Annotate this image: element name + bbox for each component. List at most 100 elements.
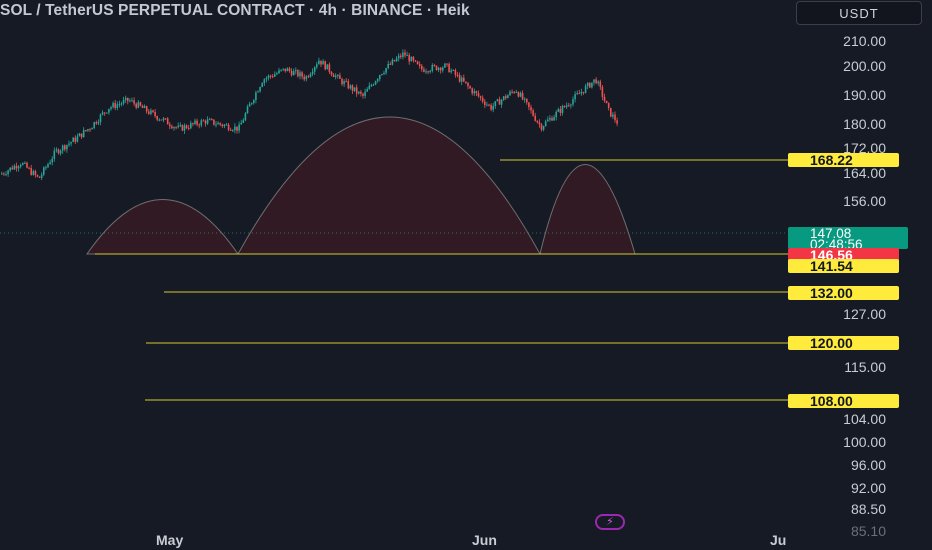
candle-body [452,69,455,71]
candle-body [131,100,133,102]
candle-body [437,67,440,71]
candle-body [246,106,249,114]
price-tick: 172.00 [843,140,886,156]
candle-body [40,174,43,178]
candle-body [517,91,520,97]
candle-body [538,122,541,125]
candle-body [311,71,314,74]
candle-body [133,100,135,104]
candle-body [547,119,549,122]
candle-body [276,73,278,75]
candle-body [456,74,459,76]
candle-body [494,101,497,106]
candle-body [28,167,30,169]
level-tag-168[interactable]: 168.22 [788,153,899,167]
level-tag-141[interactable]: 141.54 [788,259,899,273]
candle-body [85,130,87,132]
price-tick: 92.00 [850,480,886,496]
candle-body [127,97,129,101]
candle-body [561,106,564,113]
candle-body [536,120,539,123]
candle-body [53,150,56,159]
candle-body [528,102,530,108]
chart-title: SOL / TetherUS PERPETUAL CONTRACT · 4h ·… [0,2,470,19]
candle-body [297,70,299,77]
candle-body [589,82,591,88]
level-tag-120[interactable]: 120.00 [788,336,899,350]
candle-body [217,122,219,125]
candle-body [481,97,484,102]
candle-body [211,119,213,121]
candle-body [574,94,576,100]
candle-body [30,168,32,175]
candle-body [502,96,505,100]
candle-body [572,99,574,105]
currency-button[interactable]: USDT [796,1,922,25]
candle-body [257,91,259,93]
candle-body [395,58,398,62]
candle-body [51,158,53,163]
candle-body [557,109,560,112]
candle-body [47,164,49,168]
time-label-jul: Ju [770,532,787,548]
candle-body [152,110,154,113]
price-tick: 115.00 [844,359,886,375]
level-tag-108[interactable]: 108.00 [788,394,899,408]
candle-body [200,120,203,126]
candle-body [307,76,310,78]
right-shoulder-arc [539,164,636,255]
candle-body [446,63,448,65]
candle-body [70,142,72,144]
candle-body [95,122,98,124]
candle-body [278,70,280,74]
candle-body [414,60,417,62]
candle-body [423,69,425,72]
candle-body [427,71,429,73]
candle-body [584,86,587,93]
price-tick: 164.00 [843,165,886,181]
candle-body [570,104,572,106]
level-tag-132[interactable]: 132.00 [788,286,899,300]
candle-body [225,124,228,126]
candle-body [389,63,392,65]
candle-body [114,103,116,108]
candle-body [166,118,169,125]
candle-body [313,67,316,72]
candle-body [379,75,381,80]
candle-body [309,73,312,77]
candle-body [521,92,524,100]
current-price-value: 147.08 [810,226,852,241]
candle-body [263,79,266,84]
candle-body [24,162,26,164]
candle-body [416,61,419,65]
candle-body [341,78,343,85]
candle-body [601,87,604,97]
price-tick: 210.00 [843,33,886,49]
candle-body [376,79,379,82]
candle-body [72,137,74,143]
candle-body [248,104,251,107]
time-label-may: May [156,532,184,548]
candle-body [433,65,436,67]
candle-body [89,129,91,131]
candle-body [471,88,473,94]
candle-body [164,118,167,120]
candle-body [204,120,207,124]
candle-body [219,122,221,125]
candle-body [444,63,446,68]
candle-body [603,96,606,101]
candle-body [366,89,368,92]
candle-body [385,68,387,73]
candle-body [332,74,335,78]
candle-body [393,59,396,62]
head-and-shoulders-pattern [86,116,636,255]
candle-body [326,64,329,70]
candle-body [93,122,95,128]
candle-body [343,81,345,85]
candle-body [103,112,106,114]
candle-body [492,105,494,110]
candle-body [59,150,62,154]
lightning-icon[interactable]: ⚡ [595,514,625,530]
candle-body [490,104,492,110]
